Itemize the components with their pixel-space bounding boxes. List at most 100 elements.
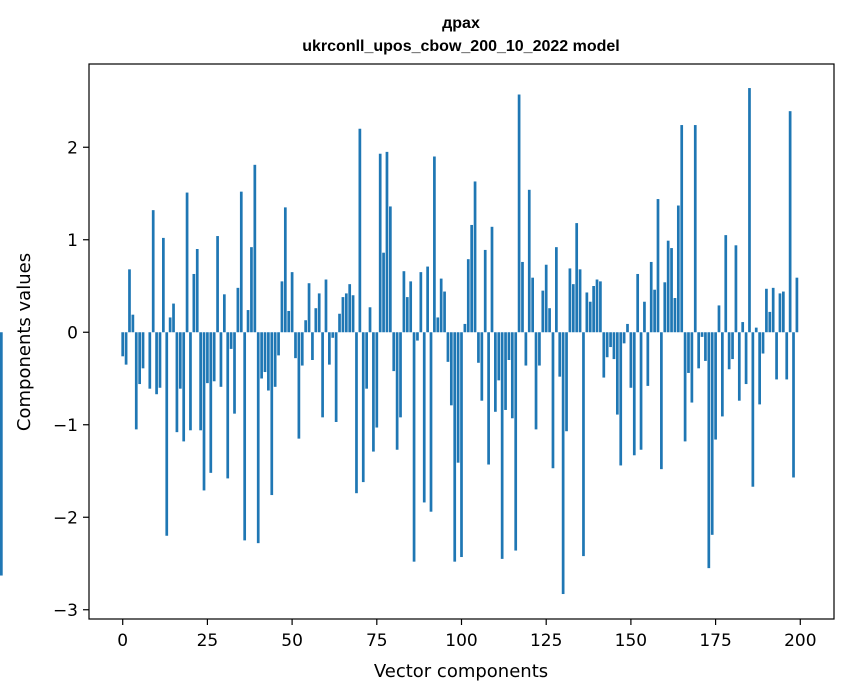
bar-45 bbox=[273, 332, 277, 387]
bar-107 bbox=[483, 249, 487, 333]
bar-193 bbox=[775, 332, 778, 380]
bar-41 bbox=[260, 332, 263, 379]
bar-143 bbox=[605, 332, 609, 358]
bar-131 bbox=[565, 332, 568, 432]
bar-15 bbox=[172, 303, 175, 333]
bar-33 bbox=[233, 332, 236, 414]
bar-144 bbox=[609, 332, 612, 348]
bar-161 bbox=[666, 240, 670, 333]
bar-154 bbox=[643, 301, 646, 333]
bar-52 bbox=[297, 332, 301, 439]
bar-42 bbox=[263, 332, 267, 373]
bar-151 bbox=[632, 332, 636, 456]
bar-86 bbox=[412, 332, 416, 562]
bar-187 bbox=[754, 327, 758, 333]
bar-31 bbox=[226, 332, 230, 479]
bar-16 bbox=[175, 332, 179, 433]
bar-156 bbox=[649, 261, 653, 333]
bar-series bbox=[0, 88, 799, 595]
bar-119 bbox=[524, 332, 528, 366]
bar-62 bbox=[331, 332, 335, 338]
bar-155 bbox=[646, 332, 650, 386]
bar-67 bbox=[348, 284, 352, 333]
bar-181 bbox=[734, 245, 738, 333]
bar-83 bbox=[402, 271, 406, 333]
bar-80 bbox=[392, 332, 396, 372]
bar-195 bbox=[782, 291, 785, 333]
bar-123 bbox=[538, 332, 541, 366]
bar-171 bbox=[700, 332, 704, 337]
bar-194 bbox=[778, 293, 782, 333]
bar-77 bbox=[382, 252, 385, 333]
bar-142 bbox=[602, 332, 606, 378]
bar-26 bbox=[209, 332, 213, 473]
bar-74 bbox=[372, 332, 375, 452]
bar-160 bbox=[663, 282, 667, 333]
bar-95 bbox=[443, 291, 446, 333]
bar-90 bbox=[426, 266, 429, 333]
bar-157 bbox=[653, 289, 656, 333]
y-tick-label: 2 bbox=[67, 138, 78, 158]
bar-159 bbox=[660, 332, 663, 470]
bar-175 bbox=[714, 332, 717, 440]
bar-138 bbox=[588, 301, 592, 333]
bar-59 bbox=[321, 332, 324, 418]
x-axis-ticks: 0 25 50 75 100 125 150 175 200 bbox=[117, 619, 817, 651]
bar-198 bbox=[792, 332, 795, 478]
bar-135 bbox=[578, 269, 582, 333]
chart-subtitle: ukrconll_upos_cbow_200_10_2022 model bbox=[302, 38, 619, 55]
bar-176 bbox=[717, 305, 721, 333]
bar-147 bbox=[619, 332, 623, 466]
bar-183 bbox=[741, 322, 745, 333]
bar-55 bbox=[307, 283, 311, 333]
bar-98 bbox=[453, 332, 457, 562]
bar-169 bbox=[693, 125, 697, 333]
bar-17 bbox=[178, 332, 182, 389]
bar-192 bbox=[771, 287, 775, 333]
x-tick-label: 75 bbox=[366, 631, 388, 651]
bar-47 bbox=[280, 281, 284, 333]
bar-78 bbox=[385, 151, 389, 333]
bar-64 bbox=[338, 313, 341, 333]
bar-0 bbox=[121, 332, 125, 357]
bar-177 bbox=[721, 332, 724, 417]
bar-140 bbox=[595, 279, 599, 333]
bar-162 bbox=[670, 248, 673, 333]
bar-53 bbox=[300, 332, 304, 366]
bar-34 bbox=[236, 287, 240, 333]
bar-1 bbox=[124, 332, 128, 365]
bar-126 bbox=[548, 308, 551, 333]
bar-182 bbox=[737, 332, 741, 401]
bar-60 bbox=[324, 279, 328, 333]
bar-43 bbox=[267, 332, 270, 391]
bar-20 bbox=[189, 332, 192, 431]
bar-9 bbox=[151, 210, 155, 333]
bar-188 bbox=[758, 332, 761, 405]
bar-85 bbox=[409, 281, 413, 333]
bar-191 bbox=[768, 311, 772, 333]
x-tick-label: 150 bbox=[615, 631, 647, 651]
bar-101 bbox=[463, 323, 467, 333]
bar-103 bbox=[470, 224, 474, 333]
x-tick-label: 100 bbox=[445, 631, 477, 651]
bar-35 bbox=[239, 191, 243, 333]
bar-114 bbox=[507, 332, 511, 360]
bar-39 bbox=[253, 164, 257, 333]
bar-196 bbox=[785, 332, 789, 380]
bar-106 bbox=[480, 332, 484, 401]
bar-75 bbox=[375, 332, 379, 428]
bar-133 bbox=[571, 284, 575, 333]
bar-13 bbox=[165, 332, 169, 536]
bar-36 bbox=[243, 332, 247, 541]
bar-130 bbox=[561, 332, 565, 595]
bar-94 bbox=[439, 278, 443, 333]
bar-56 bbox=[311, 332, 314, 360]
bar-189 bbox=[761, 332, 765, 354]
bar-73 bbox=[368, 307, 372, 333]
bar-27 bbox=[212, 332, 216, 382]
bar-69 bbox=[355, 332, 358, 494]
bar-167 bbox=[687, 332, 690, 373]
bar-51 bbox=[294, 332, 297, 359]
bar-46 bbox=[277, 332, 280, 356]
